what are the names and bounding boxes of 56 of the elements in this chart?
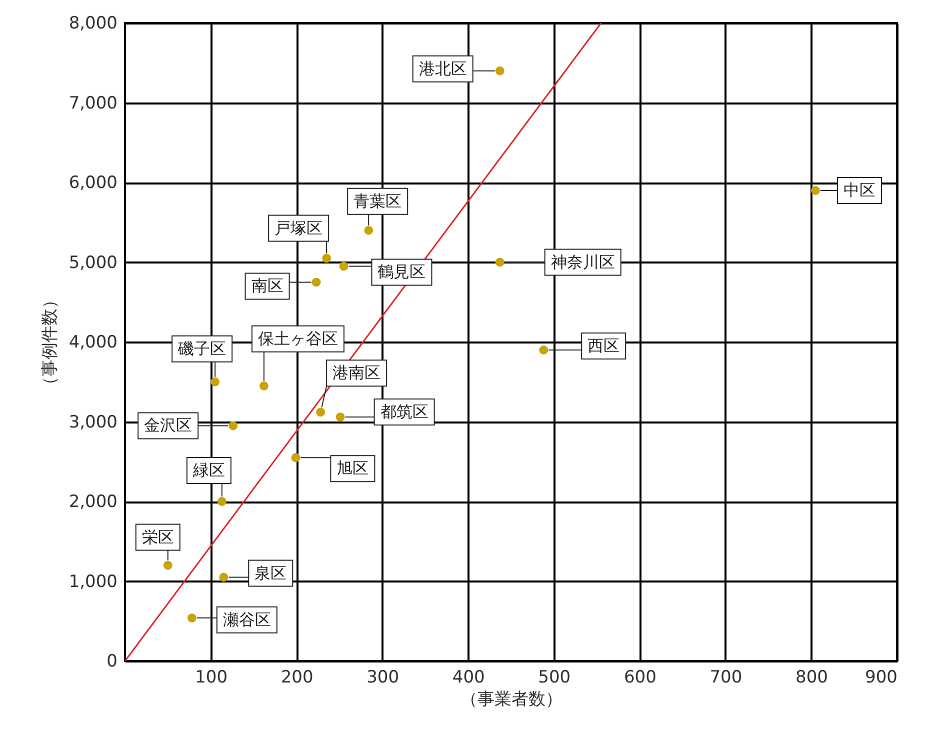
point <box>811 186 820 195</box>
x-tick-label: 900 <box>865 668 898 688</box>
y-tick-label: 1,000 <box>68 572 118 592</box>
point <box>217 497 226 506</box>
y-tick-label: 2,000 <box>68 492 118 512</box>
point <box>316 408 326 417</box>
annotation: 都筑区 <box>380 402 428 421</box>
annotation: 緑区 <box>192 460 225 480</box>
annotation: 港南区 <box>332 363 381 382</box>
y-tick-label: 6,000 <box>68 173 118 193</box>
point <box>312 278 321 287</box>
x-tick-label: 400 <box>452 668 485 688</box>
point <box>219 572 228 582</box>
annotation: 南区 <box>251 276 284 296</box>
annotation: 西区 <box>588 336 620 355</box>
point <box>322 254 332 263</box>
point <box>364 226 374 235</box>
annotation: 青葉区 <box>354 191 402 210</box>
point <box>539 346 548 354</box>
annotation: 泉区 <box>254 563 287 582</box>
x-tick-label: 200 <box>280 668 314 688</box>
point <box>228 421 238 430</box>
x-tick-label: 700 <box>710 668 742 688</box>
y-tick-label: 3,000 <box>68 412 118 432</box>
y-axis-title: （事例件数） <box>40 292 60 394</box>
annotation: 旭区 <box>336 458 369 478</box>
x-tick-label: 500 <box>538 668 571 688</box>
annotation: 神奈川区 <box>550 252 615 272</box>
point <box>210 377 220 386</box>
annotation: 瀬谷区 <box>222 610 271 629</box>
point <box>163 560 172 570</box>
point <box>336 412 345 422</box>
y-tick-label: 4,000 <box>68 332 118 352</box>
annotation: 金沢区 <box>144 416 192 435</box>
point <box>495 66 504 76</box>
annotation: 栄区 <box>142 527 174 546</box>
y-tick-label: 0 <box>106 652 118 672</box>
point <box>495 258 504 267</box>
point <box>291 453 300 462</box>
x-tick-label: 800 <box>795 668 828 688</box>
point <box>339 262 348 271</box>
annotation: 中区 <box>844 180 876 200</box>
annotation: 磯子区 <box>177 338 226 358</box>
x-axis-title: （事業者数） <box>460 690 562 710</box>
annotation: 港北区 <box>418 58 467 78</box>
point <box>187 613 196 622</box>
annotation: 保土ヶ谷区 <box>258 328 338 348</box>
x-tick-label: 100 <box>195 668 228 688</box>
y-tick-label: 5,000 <box>68 252 118 273</box>
x-tick-label: 600 <box>624 668 656 688</box>
y-tick-label: 7,000 <box>68 93 118 114</box>
annotation: 戸塚区 <box>274 218 323 238</box>
y-tick-label: 8,000 <box>68 14 118 34</box>
annotation: 鶴見区 <box>378 262 426 282</box>
point <box>259 381 268 390</box>
x-tick-label: 300 <box>366 668 400 688</box>
